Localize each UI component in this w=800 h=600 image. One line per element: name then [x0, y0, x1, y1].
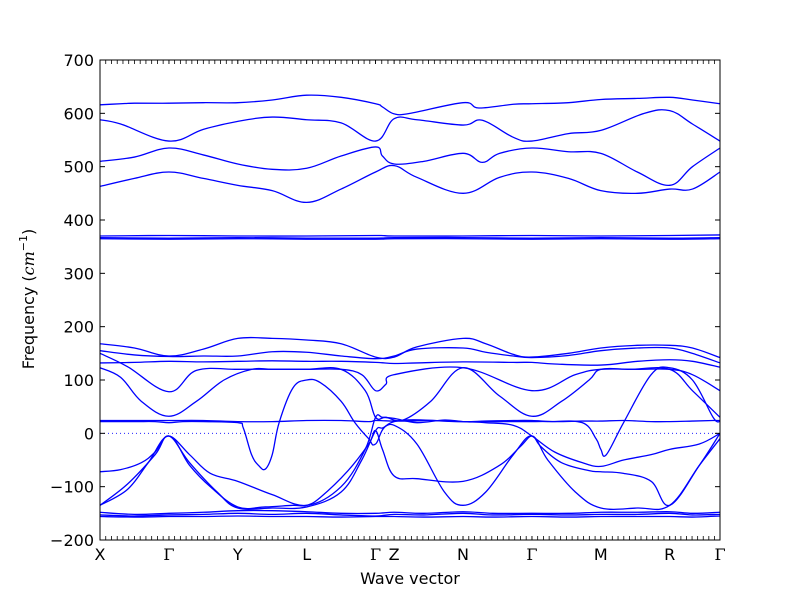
x-tick-label: M — [594, 545, 608, 564]
band-line-9 — [99, 346, 721, 364]
x-tick-label: Y — [232, 545, 243, 564]
x-axis-title: Wave vector — [360, 569, 460, 588]
x-tick-label: Z — [389, 545, 400, 564]
y-axis-unit-exp: −1 — [17, 235, 30, 251]
y-axis-unit-open: ( — [19, 275, 38, 281]
x-tick-label: Γ — [163, 545, 174, 564]
x-tick-label: R — [664, 545, 675, 564]
band-line-18 — [99, 509, 721, 516]
x-tick-label: N — [457, 545, 469, 564]
y-tick-label: 400 — [63, 211, 94, 230]
y-axis-title-text: Frequency — [19, 287, 38, 370]
band-line-5 — [99, 234, 721, 237]
y-tick-label: −200 — [50, 531, 94, 550]
plot-frame — [99, 59, 721, 541]
band-line-4 — [99, 164, 721, 204]
band-line-7 — [99, 237, 721, 240]
band-line-16 — [99, 430, 721, 510]
band-line-19 — [99, 512, 721, 517]
y-axis-title: Frequency (cm−1) — [17, 229, 38, 370]
x-tick-label: L — [302, 545, 311, 564]
y-tick-label: 200 — [63, 318, 94, 337]
x-tick-label: Γ — [714, 545, 725, 564]
x-tick-label: Γ — [370, 545, 381, 564]
band-line-3 — [99, 146, 721, 186]
band-lines — [99, 94, 721, 518]
y-tick-label: 600 — [63, 104, 94, 123]
band-line-15 — [99, 414, 721, 507]
y-axis-unit-close: ) — [19, 229, 38, 235]
y-tick-label: 100 — [63, 371, 94, 390]
y-tick-label: 700 — [63, 51, 94, 70]
x-tick-label: Γ — [526, 545, 537, 564]
y-axis: −200 −100 0 100 200 300 400 500 600 700 — [50, 51, 720, 550]
band-line-2 — [99, 109, 721, 142]
y-axis-unit-base: cm — [19, 251, 38, 275]
y-tick-label: 500 — [63, 158, 94, 177]
band-line-14 — [100, 419, 721, 423]
band-line-1 — [99, 94, 721, 116]
band-line-20 — [99, 515, 721, 518]
y-tick-label: −100 — [50, 478, 94, 497]
band-line-8 — [99, 336, 721, 360]
y-tick-label: 300 — [63, 264, 94, 283]
band-line-6 — [99, 236, 721, 239]
y-tick-label: 0 — [84, 424, 94, 443]
band-line-17 — [99, 423, 721, 511]
x-tick-label: X — [95, 545, 106, 564]
band-line-10 — [99, 359, 721, 368]
